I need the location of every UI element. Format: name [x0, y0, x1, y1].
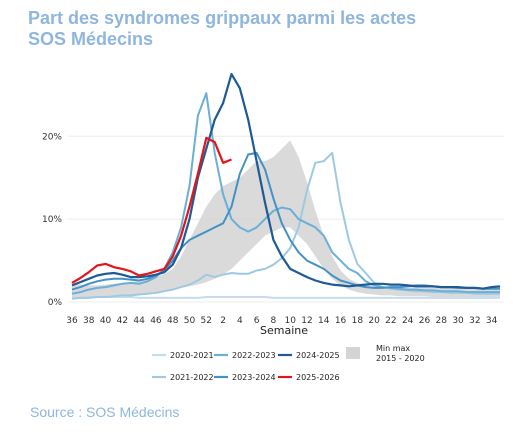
x-tick-label: 22	[385, 316, 396, 326]
x-tick-label: 6	[254, 316, 260, 326]
chart-title-line2: SOS Médecins	[28, 29, 154, 49]
chart-title: Part des syndromes grippaux parmi les ac…	[28, 8, 508, 50]
legend-band-label: 2015 - 2020	[376, 354, 425, 363]
series-line-2025-2026	[71, 136, 232, 284]
legend-label: 2021-2022	[170, 373, 214, 382]
x-tick-label: 44	[133, 316, 145, 326]
series-line-2022-2023	[71, 92, 500, 295]
x-tick-label: 12	[301, 316, 312, 326]
x-tick-label: 48	[167, 316, 179, 326]
y-axis-ticks: 0% 10% 20%	[42, 132, 62, 308]
x-tick-label: 10	[284, 316, 296, 326]
legend-band-swatch	[346, 347, 360, 359]
x-tick-label: 34	[486, 316, 498, 326]
x-tick-label: 4	[237, 316, 243, 326]
x-tick-label: 46	[150, 316, 162, 326]
x-tick-label: 28	[436, 316, 448, 326]
series-line-2021-2022	[71, 151, 500, 300]
x-axis-ticks: 36 38 40 42 44 46 48 50 52 2 4 6 8 10 12 14 16 18 20 22 24 26…	[66, 316, 497, 326]
y-tick-label: 0%	[48, 298, 63, 308]
x-tick-label: 38	[83, 316, 95, 326]
x-tick-label: 24	[402, 316, 414, 326]
x-tick-label: 20	[368, 316, 380, 326]
series-lines	[71, 73, 501, 300]
min-max-band	[72, 140, 500, 297]
x-tick-label: 50	[184, 316, 196, 326]
legend-label: 2023-2024	[232, 373, 276, 382]
band-area	[72, 140, 500, 297]
chart-legend: 2020-2021 2021-2022 2022-2023 2023-2024 2024…	[152, 344, 425, 382]
x-tick-label: 2	[220, 316, 226, 326]
legend-label: 2025-2026	[296, 373, 340, 382]
legend-label: 2022-2023	[232, 351, 276, 360]
legend-label: 2020-2021	[170, 351, 214, 360]
legend-band-label: Min max	[376, 344, 410, 353]
y-tick-label: 10%	[42, 215, 62, 225]
x-tick-label: 8	[271, 316, 277, 326]
y-tick-label: 20%	[42, 132, 62, 142]
x-tick-label: 16	[335, 316, 347, 326]
x-tick-label: 40	[100, 316, 112, 326]
x-tick-label: 32	[469, 316, 480, 326]
series-line-2024-2025	[71, 73, 501, 290]
source-note: Source : SOS Médecins	[30, 404, 180, 420]
series-line-2020-2021	[72, 296, 500, 299]
legend-label: 2024-2025	[296, 351, 340, 360]
x-tick-label: 14	[318, 316, 330, 326]
x-tick-label: 52	[201, 316, 212, 326]
x-axis-label: Semaine	[260, 324, 308, 337]
x-tick-label: 42	[117, 316, 128, 326]
x-tick-label: 18	[352, 316, 364, 326]
x-tick-label: 26	[419, 316, 431, 326]
x-tick-label: 36	[66, 316, 78, 326]
chart-title-line1: Part des syndromes grippaux parmi les ac…	[28, 8, 417, 28]
x-tick-label: 30	[452, 316, 464, 326]
